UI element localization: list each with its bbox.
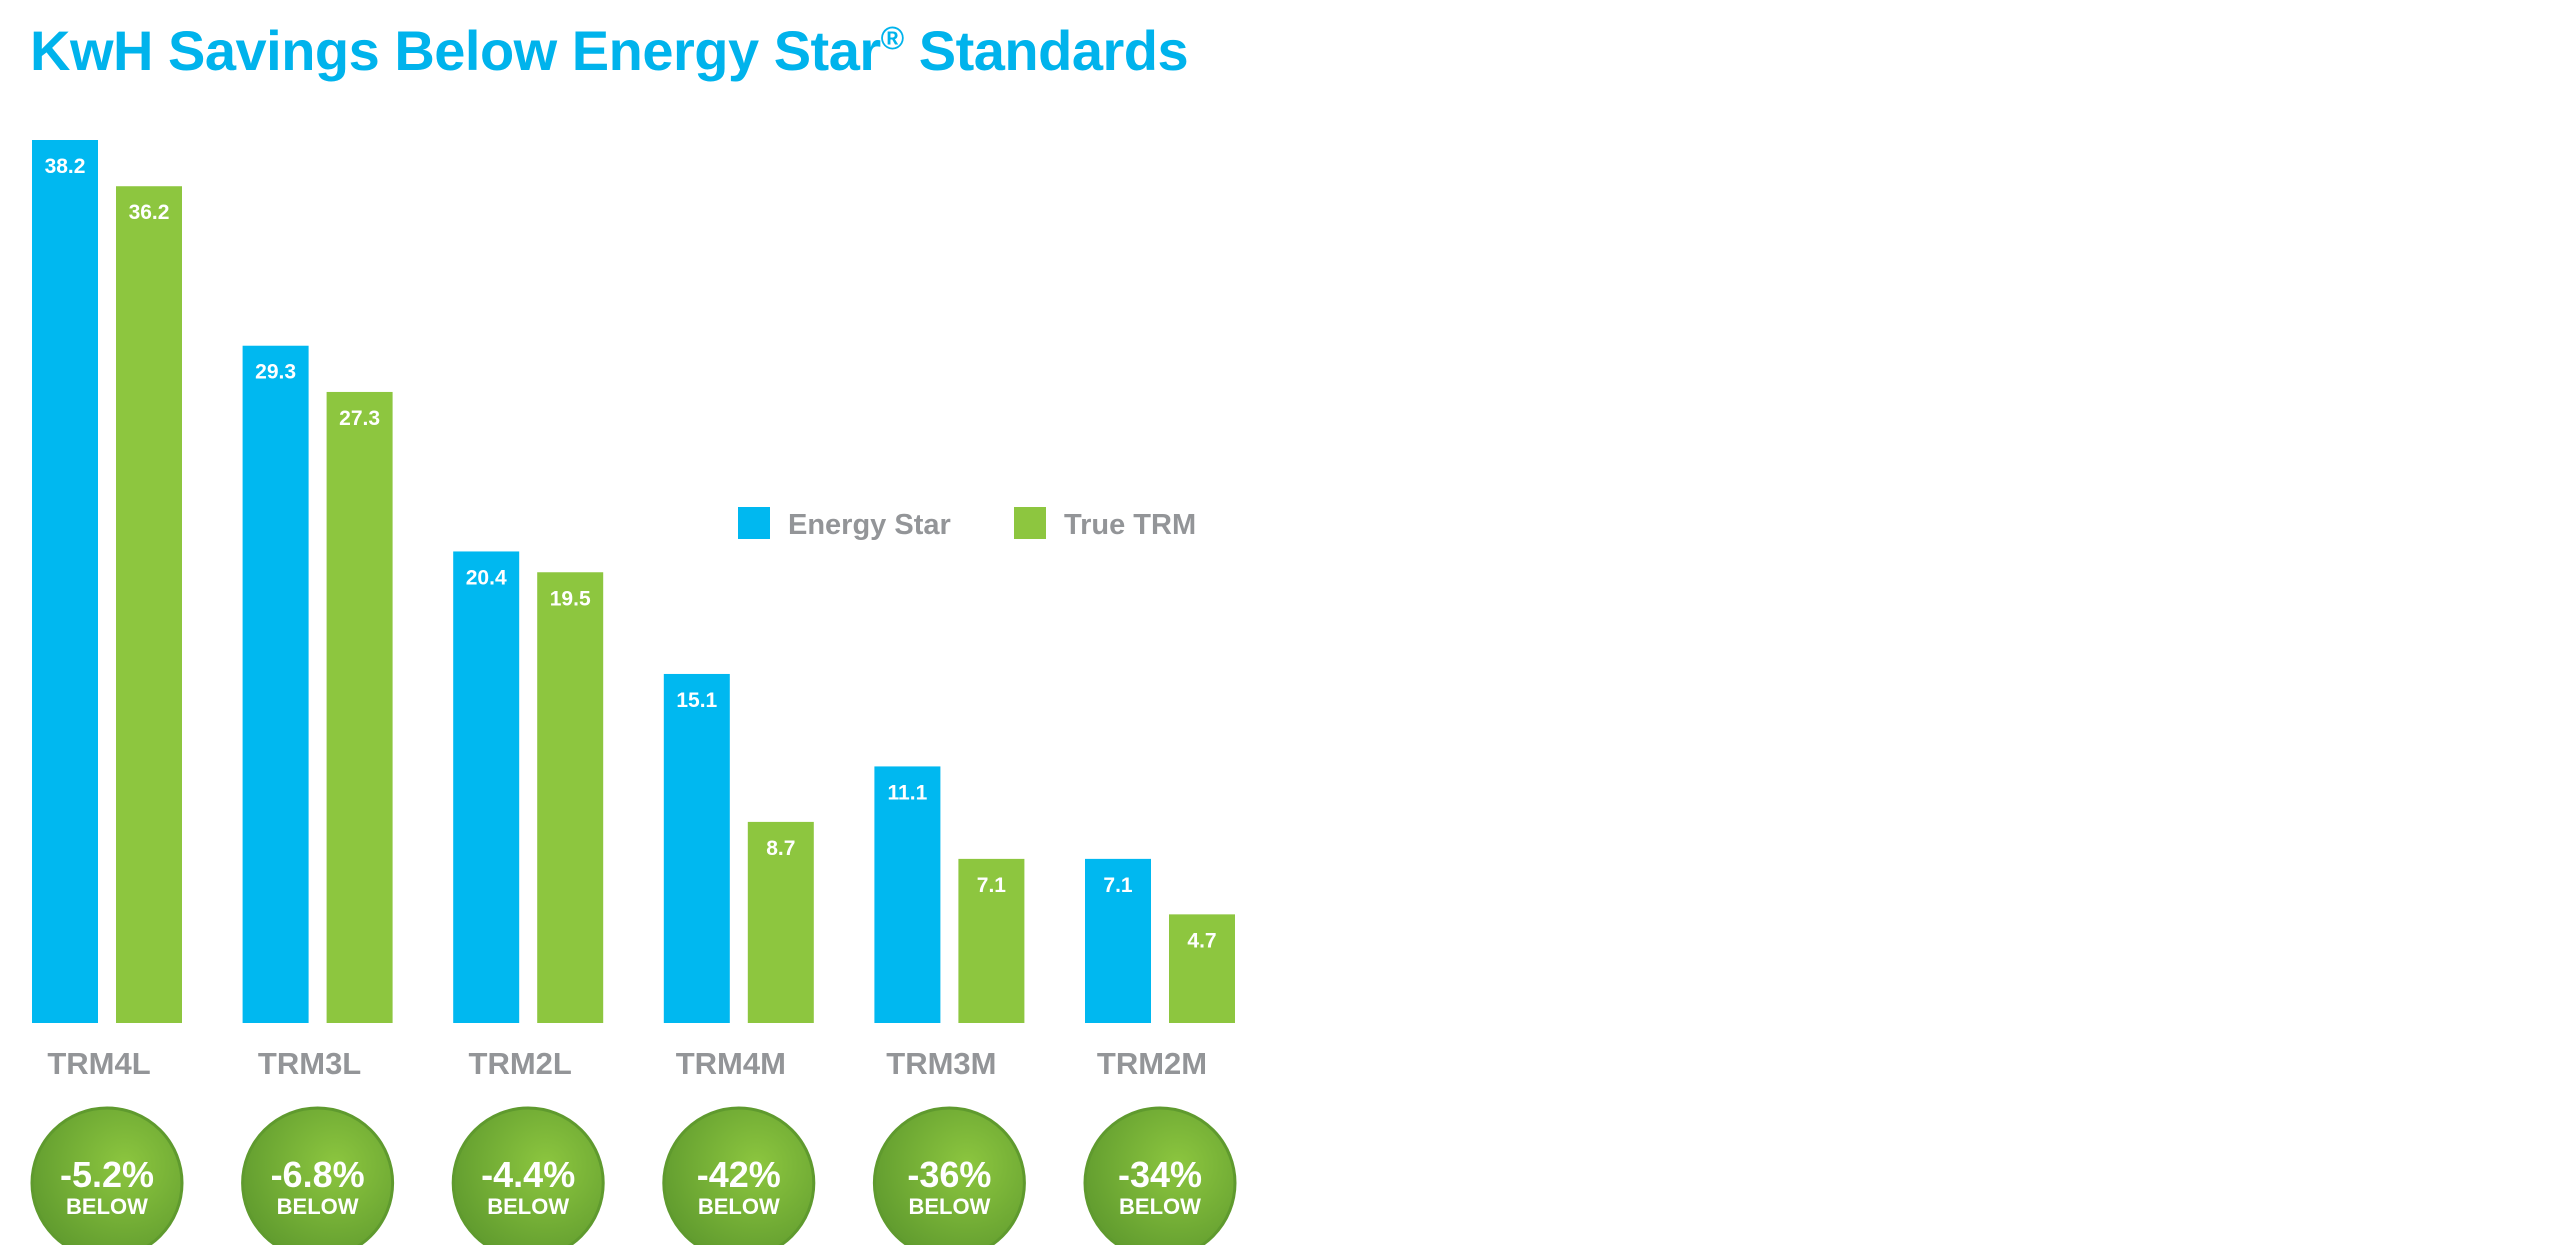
badge-below-word: BELOW [66, 1194, 148, 1219]
bars-layer [32, 140, 1235, 1024]
badge-percent: -36% [907, 1154, 991, 1195]
bar-energy-star-trm3m [874, 766, 941, 1023]
bar-true-trm-trm3m [958, 858, 1025, 1023]
badge-below-word: BELOW [1119, 1194, 1201, 1219]
badge-percent: -42% [697, 1154, 781, 1195]
bar-true-trm-trm2m [1169, 914, 1235, 1023]
badge-below-word: BELOW [908, 1194, 990, 1219]
badge-circle [662, 1106, 816, 1245]
value-label: 29.3 [255, 361, 296, 384]
bar-energy-star-trm3l [242, 345, 309, 1024]
bar-energy-star-trm2l [453, 551, 520, 1023]
bar-true-trm-trm4m [747, 821, 814, 1023]
category-label: TRM2M [1097, 1046, 1207, 1081]
category-label: TRM3M [886, 1046, 996, 1081]
chart-title-text: KwH Savings Below Energy Star [30, 19, 881, 82]
legend-label: Energy Star [788, 509, 951, 541]
bar-energy-star-trm2m [1085, 858, 1151, 1023]
bar-true-trm-trm2l [537, 572, 604, 1023]
category-label: TRM4L [47, 1046, 150, 1081]
below-badge: -6.8%BELOW [241, 1106, 395, 1245]
value-label: 38.2 [45, 155, 86, 178]
category-labels-layer: TRM4L TRM3L TRM2L TRM4M TRM3M TRM2M [47, 1046, 1207, 1081]
legend-swatch [738, 507, 770, 539]
legend-item-energy-star: Energy Star [738, 507, 951, 541]
value-label: 27.3 [339, 407, 380, 430]
badge-below-word: BELOW [487, 1194, 569, 1219]
badge-percent: -34% [1118, 1154, 1202, 1195]
badge-circle [451, 1106, 605, 1245]
below-badge: -36%BELOW [872, 1106, 1026, 1245]
chart-title-suffix: Standards [903, 19, 1189, 82]
category-label: TRM4M [676, 1046, 786, 1081]
value-label: 8.7 [766, 837, 795, 860]
badge-circle [1083, 1106, 1237, 1245]
badge-circle [241, 1106, 395, 1245]
value-label: 7.1 [977, 874, 1007, 897]
legend-item-true-trm: True TRM [1014, 507, 1196, 541]
badge-circle [30, 1106, 184, 1245]
value-labels-layer: 38.2 36.2 29.3 27.3 20.4 19.5 15.1 8.7 11.1 7.1 7.… [45, 155, 1217, 952]
legend-swatch [1014, 507, 1046, 539]
value-label: 19.5 [550, 587, 591, 610]
badge-percent: -6.8% [271, 1154, 365, 1195]
bar-true-trm-trm4l [116, 186, 182, 1024]
value-label: 36.2 [129, 201, 170, 224]
below-badge: -34%BELOW [1083, 1106, 1237, 1245]
badge-circle [872, 1106, 1026, 1245]
badge-percent: -4.4% [481, 1154, 575, 1195]
below-badge: -5.2%BELOW [30, 1106, 184, 1245]
bar-energy-star-trm4m [663, 673, 730, 1023]
below-badge: -42%BELOW [662, 1106, 816, 1245]
value-label: 20.4 [466, 566, 507, 589]
category-label: TRM2L [469, 1046, 572, 1081]
value-label: 4.7 [1187, 929, 1216, 952]
registered-mark: ® [880, 20, 905, 56]
value-label: 15.1 [676, 689, 717, 712]
bar-energy-star-trm4l [32, 140, 98, 1023]
value-label: 7.1 [1103, 874, 1133, 897]
bar-true-trm-trm3l [326, 391, 393, 1023]
badge-below-word: BELOW [698, 1194, 780, 1219]
chart-title: KwH Savings Below Energy Star® Standards [30, 18, 1189, 83]
legend-label: True TRM [1064, 509, 1196, 541]
badge-below-word: BELOW [277, 1194, 359, 1219]
value-label: 11.1 [888, 781, 928, 804]
legend: Energy Star True TRM [738, 507, 1196, 541]
below-badge: -4.4%BELOW [451, 1106, 605, 1245]
category-label: TRM3L [258, 1046, 361, 1081]
badge-percent: -5.2% [60, 1154, 154, 1195]
badges-layer: -5.2%BELOW-6.8%BELOW-4.4%BELOW-42%BELOW-… [30, 1106, 1237, 1245]
